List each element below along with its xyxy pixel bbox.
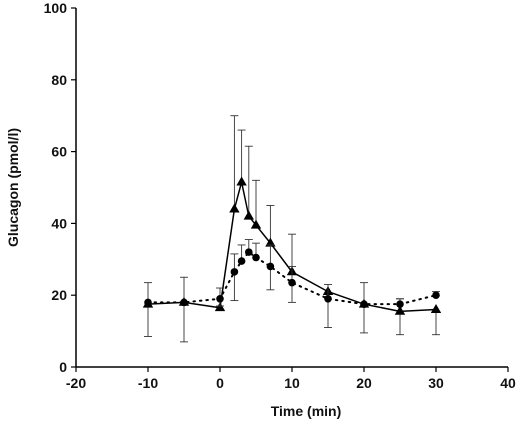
y-tick-label: 60 [51,144,67,160]
data-point-triangle [250,219,262,229]
data-point-triangle [430,303,442,313]
data-point-circle [288,278,296,287]
x-axis-title: Time (min) [271,403,342,419]
series-triangle [142,115,442,343]
y-tick-label: 40 [51,215,67,231]
data-point-circle [324,294,332,303]
y-axis-title: Glucagon (pmol/l) [5,128,21,247]
data-point-circle [245,248,253,256]
y-tick-label: 80 [51,72,67,88]
data-point-circle [230,268,239,276]
data-point-circle [396,300,404,308]
axes: 0 20 40 60 80 100 -20 -10 0 10 20 30 40 [44,0,516,391]
data-point-circle [432,291,440,300]
series-circle [144,239,440,328]
data-point-circle [252,253,260,262]
x-tick-label: -20 [66,375,86,391]
data-point-triangle [236,176,247,186]
data-point-triangle [265,237,276,247]
data-point-triangle [214,302,226,312]
data-point-circle [360,300,368,308]
x-tick-label: 20 [356,375,372,391]
x-tick-label: 10 [284,375,300,391]
data-point-triangle [243,210,254,220]
data-point-triangle [394,305,406,315]
y-tick-label: 0 [59,359,67,375]
x-tick-label: -10 [138,375,158,391]
data-point-circle [237,257,246,265]
x-tick-label: 30 [428,375,444,391]
x-tick-label: 0 [216,375,224,391]
y-tick-label: 100 [44,0,68,16]
data-point-circle [144,298,152,307]
y-tick-label: 20 [51,287,67,303]
x-tick-label: 40 [500,375,516,391]
series-layer [142,115,442,343]
data-point-triangle [229,203,240,213]
data-point-circle [266,262,275,271]
data-point-circle [216,294,224,303]
data-point-circle [180,298,188,307]
